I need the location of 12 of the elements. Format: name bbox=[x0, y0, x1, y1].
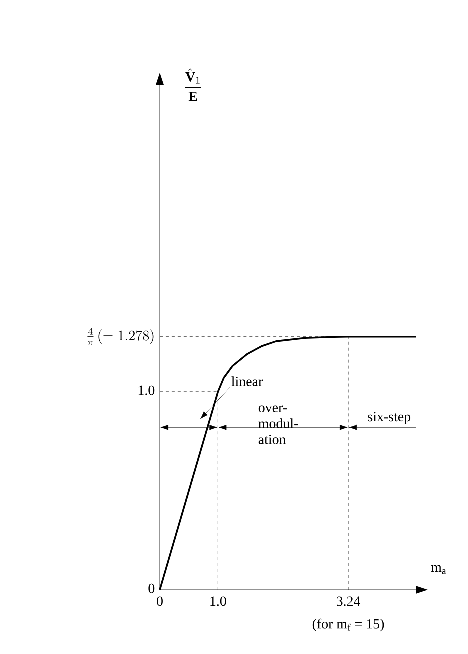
x-tick-label: 1.0 bbox=[210, 596, 226, 606]
annotation: over- modul- ation bbox=[258, 406, 298, 444]
x-tick-label: 3.24 bbox=[336, 596, 361, 606]
x-axis-title: m$_{a}$ bbox=[431, 565, 446, 574]
x-tick-label: 0 bbox=[157, 596, 163, 606]
annotation: linear bbox=[232, 376, 264, 386]
y-tick-label: 1.0 bbox=[138, 386, 155, 396]
y-tick-label: $\frac{4}{\pi}\left(=1.278\right)$ bbox=[88, 328, 154, 346]
y-tick-label: 0 bbox=[148, 584, 155, 594]
y-axis-title: $\frac{\hat{\mathbf{V}}_{1}}{\mathbf{E}}$ bbox=[186, 68, 202, 102]
text: (for m$_{f}$ = 15) bbox=[312, 618, 384, 632]
annotation: six-step bbox=[368, 412, 411, 424]
